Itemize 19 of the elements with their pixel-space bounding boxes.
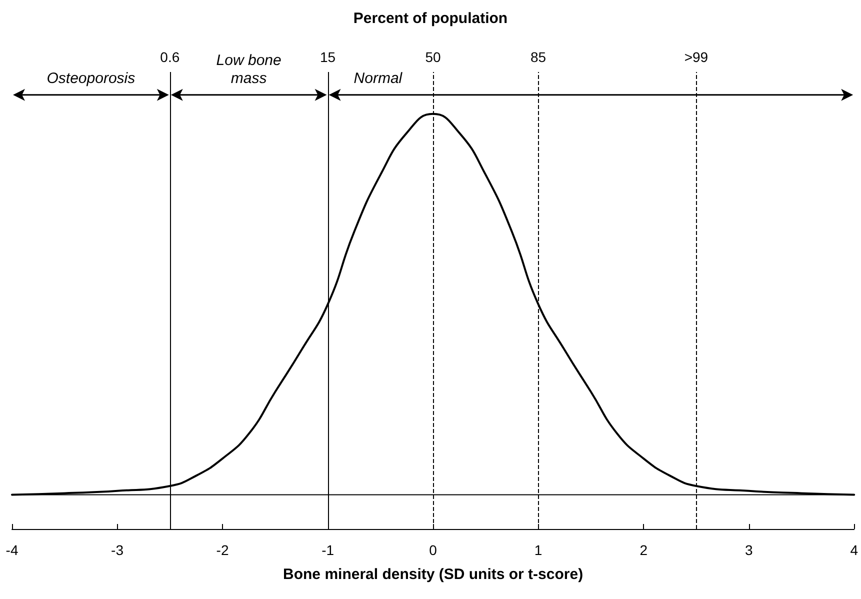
text: Normal — [354, 70, 403, 87]
x-tick-label: 2 — [640, 542, 648, 558]
text: 50 — [425, 49, 442, 65]
x-tick-label: -3 — [111, 542, 124, 558]
x-tick-label: -1 — [322, 542, 334, 558]
text: 15 — [320, 49, 336, 65]
chart-title: Percent of population — [353, 10, 508, 27]
x-tick-label: -2 — [216, 542, 229, 558]
text: Osteoporosis — [46, 70, 136, 87]
text: >99 — [684, 49, 708, 65]
text: 0.6 — [160, 49, 180, 65]
text: 85 — [530, 49, 546, 65]
x-tick-label: 0 — [429, 542, 438, 558]
x-tick-label: 1 — [534, 542, 542, 558]
x-tick-label: 4 — [850, 542, 858, 558]
x-tick-label: 3 — [744, 542, 753, 558]
x-tick-label: -4 — [6, 542, 18, 558]
x-axis-title: Bone mineral density (SD units or t-score) — [283, 566, 584, 583]
text: Low bone mass — [216, 52, 282, 87]
